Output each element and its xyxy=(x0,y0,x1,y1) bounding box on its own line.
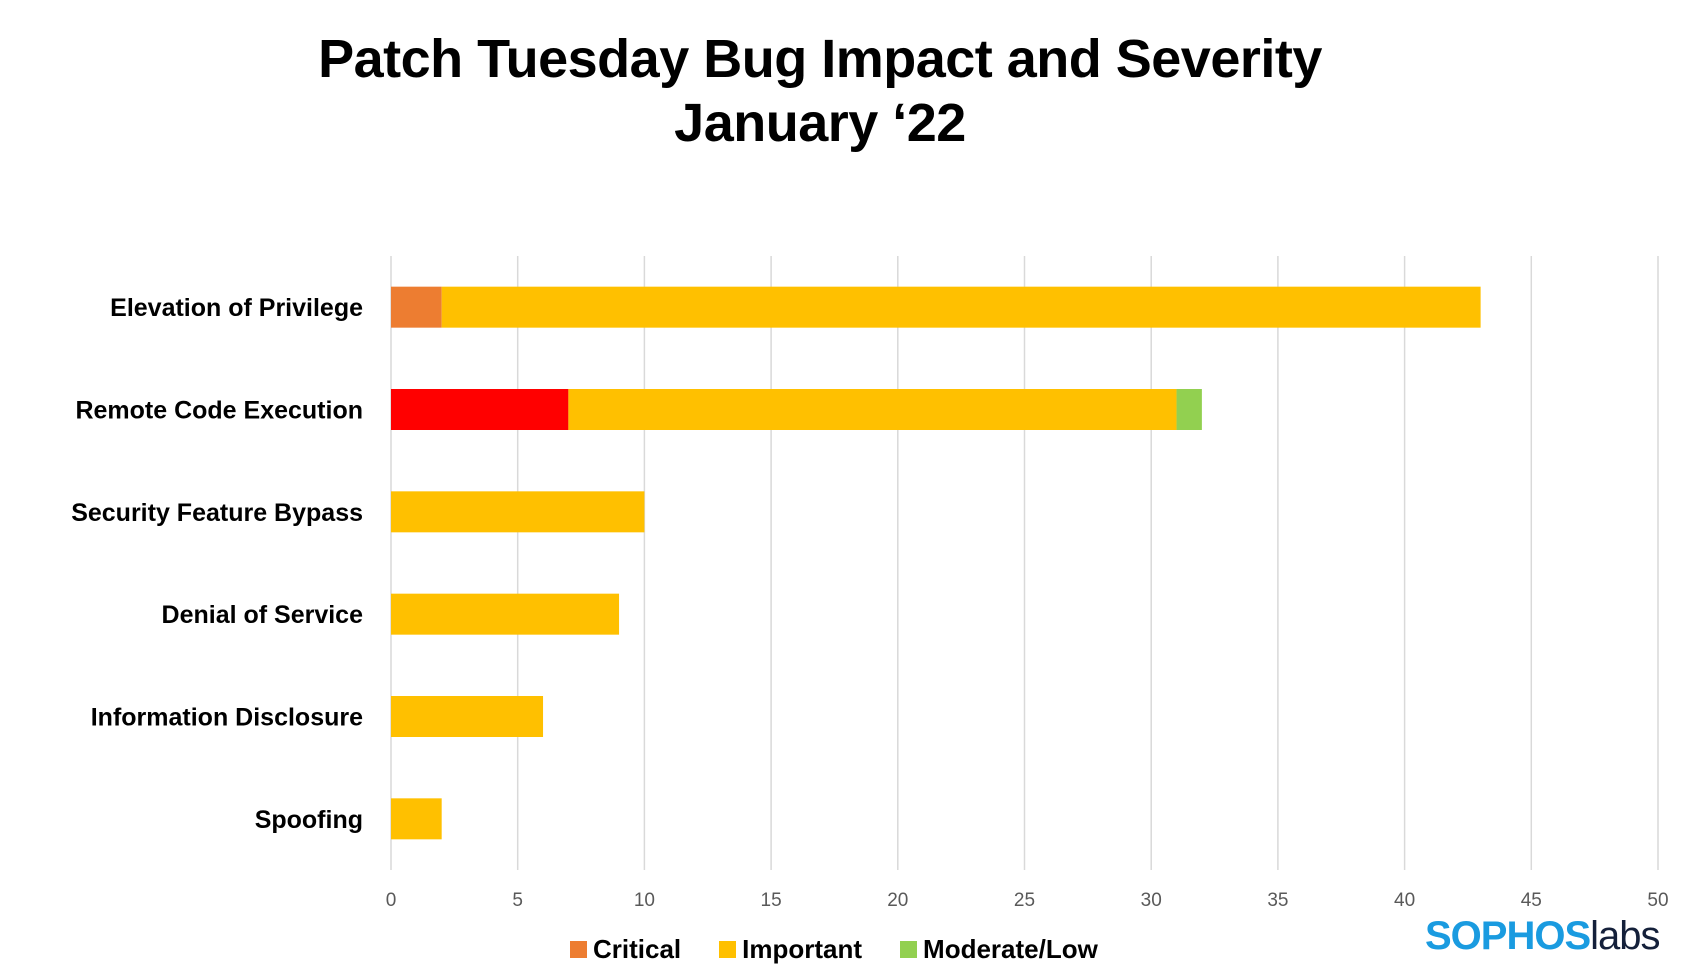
legend-label: Important xyxy=(742,934,863,964)
bar-segment-critical xyxy=(391,389,569,430)
x-tick-label: 10 xyxy=(634,890,655,911)
bar-segment-important xyxy=(391,491,645,533)
x-tick-label: 20 xyxy=(887,890,908,911)
x-tick-label: 40 xyxy=(1394,890,1415,911)
x-tick-label: 25 xyxy=(1014,890,1035,911)
bar-segment-critical xyxy=(391,286,442,328)
legend-swatch xyxy=(719,940,737,958)
x-tick-label: 45 xyxy=(1521,890,1542,911)
x-tick-label: 35 xyxy=(1267,890,1288,911)
bar-segment-important xyxy=(391,593,620,635)
sophoslabs-logo: SOPHOSlabs xyxy=(1425,914,1661,958)
category-label: Information Disclosure xyxy=(91,704,363,732)
bar-segment-important xyxy=(568,389,1177,430)
logo-labs: labs xyxy=(1590,914,1660,958)
chart-title: Patch Tuesday Bug Impact and Severity xyxy=(318,29,1322,89)
x-tick-label: 30 xyxy=(1141,890,1162,911)
x-tick-label: 5 xyxy=(512,890,523,911)
legend-label: Moderate/Low xyxy=(923,934,1098,964)
bar-segment-important xyxy=(391,696,544,737)
x-tick-label: 15 xyxy=(761,890,782,911)
x-tick-label: 50 xyxy=(1647,890,1668,911)
logo-sophos: SOPHOS xyxy=(1425,914,1591,958)
legend-label: Critical xyxy=(593,934,682,964)
legend-swatch xyxy=(570,940,587,958)
legend-item: Moderate/Low xyxy=(900,934,1098,964)
legend-item: Critical xyxy=(570,934,681,964)
legend-swatch xyxy=(900,940,918,958)
legend: Critical Important Moderate/Low xyxy=(570,934,1098,964)
category-label: Denial of Service xyxy=(162,601,364,629)
category-label: Elevation of Privilege xyxy=(110,294,363,322)
bar-segment-important xyxy=(391,798,442,840)
category-label: Spoofing xyxy=(255,806,363,834)
category-label: Remote Code Execution xyxy=(75,397,363,425)
x-tick-label: 0 xyxy=(386,890,397,911)
chart-subtitle: January ‘22 xyxy=(674,93,966,153)
bar-segment-important xyxy=(441,286,1481,328)
category-label: Security Feature Bypass xyxy=(71,499,363,527)
bar-segment-moderate-low xyxy=(1176,389,1202,430)
legend-item: Important xyxy=(719,934,862,964)
